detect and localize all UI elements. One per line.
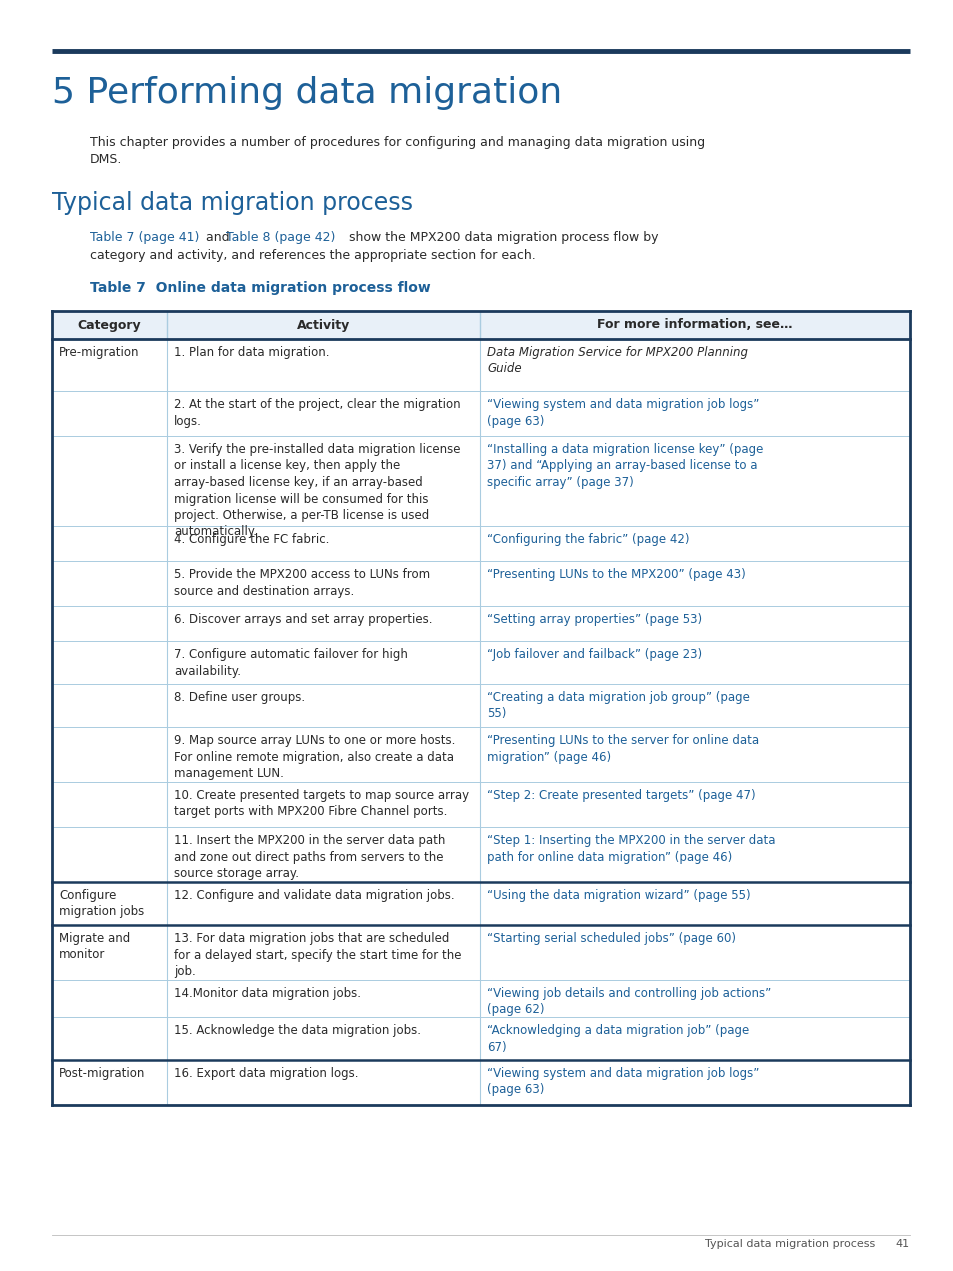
Text: “Presenting LUNs to the MPX200” (page 43): “Presenting LUNs to the MPX200” (page 43… bbox=[486, 568, 745, 581]
Text: 6. Discover arrays and set array properties.: 6. Discover arrays and set array propert… bbox=[173, 613, 432, 627]
Text: 5. Provide the MPX200 access to LUNs from
source and destination arrays.: 5. Provide the MPX200 access to LUNs fro… bbox=[173, 568, 430, 597]
Text: Migrate and
monitor: Migrate and monitor bbox=[59, 932, 131, 961]
Text: Typical data migration process: Typical data migration process bbox=[704, 1239, 874, 1249]
Bar bbox=[52, 1060, 909, 1104]
Text: 2. At the start of the project, clear the migration
logs.: 2. At the start of the project, clear th… bbox=[173, 398, 460, 427]
Bar bbox=[52, 684, 909, 727]
Text: 13. For data migration jobs that are scheduled
for a delayed start, specify the : 13. For data migration jobs that are sch… bbox=[173, 932, 461, 977]
Text: 14.Monitor data migration jobs.: 14.Monitor data migration jobs. bbox=[173, 988, 360, 1000]
Text: For more information, see…: For more information, see… bbox=[597, 319, 792, 332]
Bar bbox=[52, 827, 909, 882]
Text: “Presenting LUNs to the server for online data
migration” (page 46): “Presenting LUNs to the server for onlin… bbox=[486, 733, 759, 764]
Text: Table 7 (page 41): Table 7 (page 41) bbox=[90, 231, 199, 244]
Text: “Viewing system and data migration job logs”
(page 63): “Viewing system and data migration job l… bbox=[486, 1066, 759, 1097]
Text: 12. Configure and validate data migration jobs.: 12. Configure and validate data migratio… bbox=[173, 888, 455, 902]
Text: and: and bbox=[202, 231, 233, 244]
Text: “Configuring the fabric” (page 42): “Configuring the fabric” (page 42) bbox=[486, 533, 689, 547]
Text: 10. Create presented targets to map source array
target ports with MPX200 Fibre : 10. Create presented targets to map sour… bbox=[173, 789, 469, 819]
Text: Typical data migration process: Typical data migration process bbox=[52, 191, 413, 215]
Bar bbox=[52, 526, 909, 561]
Text: 9. Map source array LUNs to one or more hosts.
For online remote migration, also: 9. Map source array LUNs to one or more … bbox=[173, 733, 455, 780]
Text: show the MPX200 data migration process flow by: show the MPX200 data migration process f… bbox=[345, 231, 658, 244]
Text: 16. Export data migration logs.: 16. Export data migration logs. bbox=[173, 1066, 358, 1080]
Text: 15. Acknowledge the data migration jobs.: 15. Acknowledge the data migration jobs. bbox=[173, 1024, 420, 1037]
Text: 8. Define user groups.: 8. Define user groups. bbox=[173, 691, 305, 704]
Text: “Using the data migration wizard” (page 55): “Using the data migration wizard” (page … bbox=[486, 888, 750, 902]
Bar bbox=[52, 925, 909, 980]
Bar bbox=[52, 436, 909, 526]
Bar bbox=[52, 727, 909, 782]
Text: 41: 41 bbox=[895, 1239, 909, 1249]
Text: 11. Insert the MPX200 in the server data path
and zone out direct paths from ser: 11. Insert the MPX200 in the server data… bbox=[173, 834, 445, 880]
Bar bbox=[52, 561, 909, 606]
Bar bbox=[52, 311, 909, 339]
Text: This chapter provides a number of procedures for configuring and managing data m: This chapter provides a number of proced… bbox=[90, 136, 704, 167]
Text: Table 7  Online data migration process flow: Table 7 Online data migration process fl… bbox=[90, 281, 431, 295]
Text: “Viewing system and data migration job logs”
(page 63): “Viewing system and data migration job l… bbox=[486, 398, 759, 427]
Text: “Starting serial scheduled jobs” (page 60): “Starting serial scheduled jobs” (page 6… bbox=[486, 932, 735, 946]
Text: Post-migration: Post-migration bbox=[59, 1066, 145, 1080]
Text: Activity: Activity bbox=[296, 319, 350, 332]
Bar bbox=[52, 980, 909, 1017]
Text: “Viewing job details and controlling job actions”
(page 62): “Viewing job details and controlling job… bbox=[486, 988, 770, 1017]
Text: 7. Configure automatic failover for high
availability.: 7. Configure automatic failover for high… bbox=[173, 648, 408, 677]
Bar bbox=[52, 606, 909, 641]
Text: “Step 2: Create presented targets” (page 47): “Step 2: Create presented targets” (page… bbox=[486, 789, 755, 802]
Text: “Acknowledging a data migration job” (page
67): “Acknowledging a data migration job” (pa… bbox=[486, 1024, 748, 1054]
Text: Data Migration Service for MPX200 Planning
Guide: Data Migration Service for MPX200 Planni… bbox=[486, 346, 747, 375]
Text: Pre-migration: Pre-migration bbox=[59, 346, 139, 358]
Bar bbox=[52, 339, 909, 391]
Bar bbox=[52, 782, 909, 827]
Text: 1. Plan for data migration.: 1. Plan for data migration. bbox=[173, 346, 329, 358]
Text: Table 8 (page 42): Table 8 (page 42) bbox=[226, 231, 335, 244]
Text: “Step 1: Inserting the MPX200 in the server data
path for online data migration”: “Step 1: Inserting the MPX200 in the ser… bbox=[486, 834, 775, 863]
Text: “Installing a data migration license key” (page
37) and “Applying an array-based: “Installing a data migration license key… bbox=[486, 444, 762, 489]
Bar bbox=[52, 882, 909, 925]
Text: 5 Performing data migration: 5 Performing data migration bbox=[52, 76, 561, 111]
Text: “Setting array properties” (page 53): “Setting array properties” (page 53) bbox=[486, 613, 701, 627]
Text: Configure
migration jobs: Configure migration jobs bbox=[59, 888, 144, 919]
Bar bbox=[52, 391, 909, 436]
Text: “Job failover and failback” (page 23): “Job failover and failback” (page 23) bbox=[486, 648, 701, 661]
Bar bbox=[52, 641, 909, 684]
Text: Category: Category bbox=[77, 319, 141, 332]
Text: category and activity, and references the appropriate section for each.: category and activity, and references th… bbox=[90, 249, 536, 262]
Text: 3. Verify the pre-installed data migration license
or install a license key, the: 3. Verify the pre-installed data migrati… bbox=[173, 444, 460, 539]
Text: “Creating a data migration job group” (page
55): “Creating a data migration job group” (p… bbox=[486, 691, 749, 721]
Bar bbox=[52, 1017, 909, 1060]
Text: 4. Configure the FC fabric.: 4. Configure the FC fabric. bbox=[173, 533, 329, 547]
